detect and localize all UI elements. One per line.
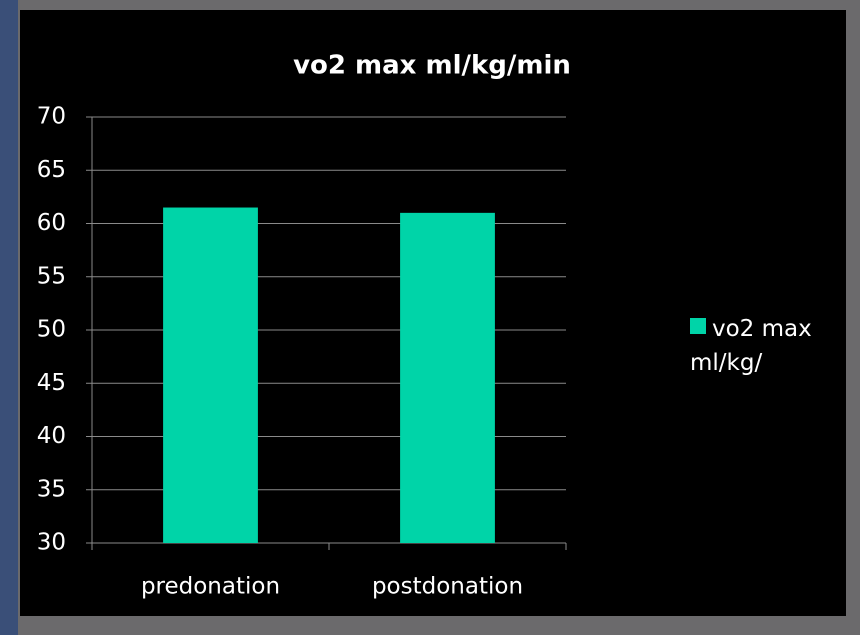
chart-title: vo2 max ml/kg/min: [293, 51, 571, 81]
y-tick-label: 55: [37, 263, 66, 289]
y-tick-label: 35: [37, 476, 66, 502]
y-tick-label: 45: [37, 370, 66, 396]
background-edge: [0, 0, 18, 635]
y-tick-label: 30: [37, 530, 66, 556]
bar: [400, 212, 495, 543]
x-tick-label: predonation: [141, 574, 280, 600]
legend-label: vo2 max ml/kg/: [690, 316, 812, 376]
y-tick-label: 50: [37, 317, 66, 343]
bar: [163, 207, 258, 543]
x-tick-label: postdonation: [372, 574, 523, 600]
legend: vo2 max ml/kg/: [690, 312, 820, 380]
y-tick-label: 40: [37, 423, 66, 449]
y-tick-label: 70: [37, 104, 66, 130]
y-tick-label: 60: [37, 210, 66, 236]
legend-swatch: [690, 318, 706, 334]
y-tick-label: 65: [37, 157, 66, 183]
